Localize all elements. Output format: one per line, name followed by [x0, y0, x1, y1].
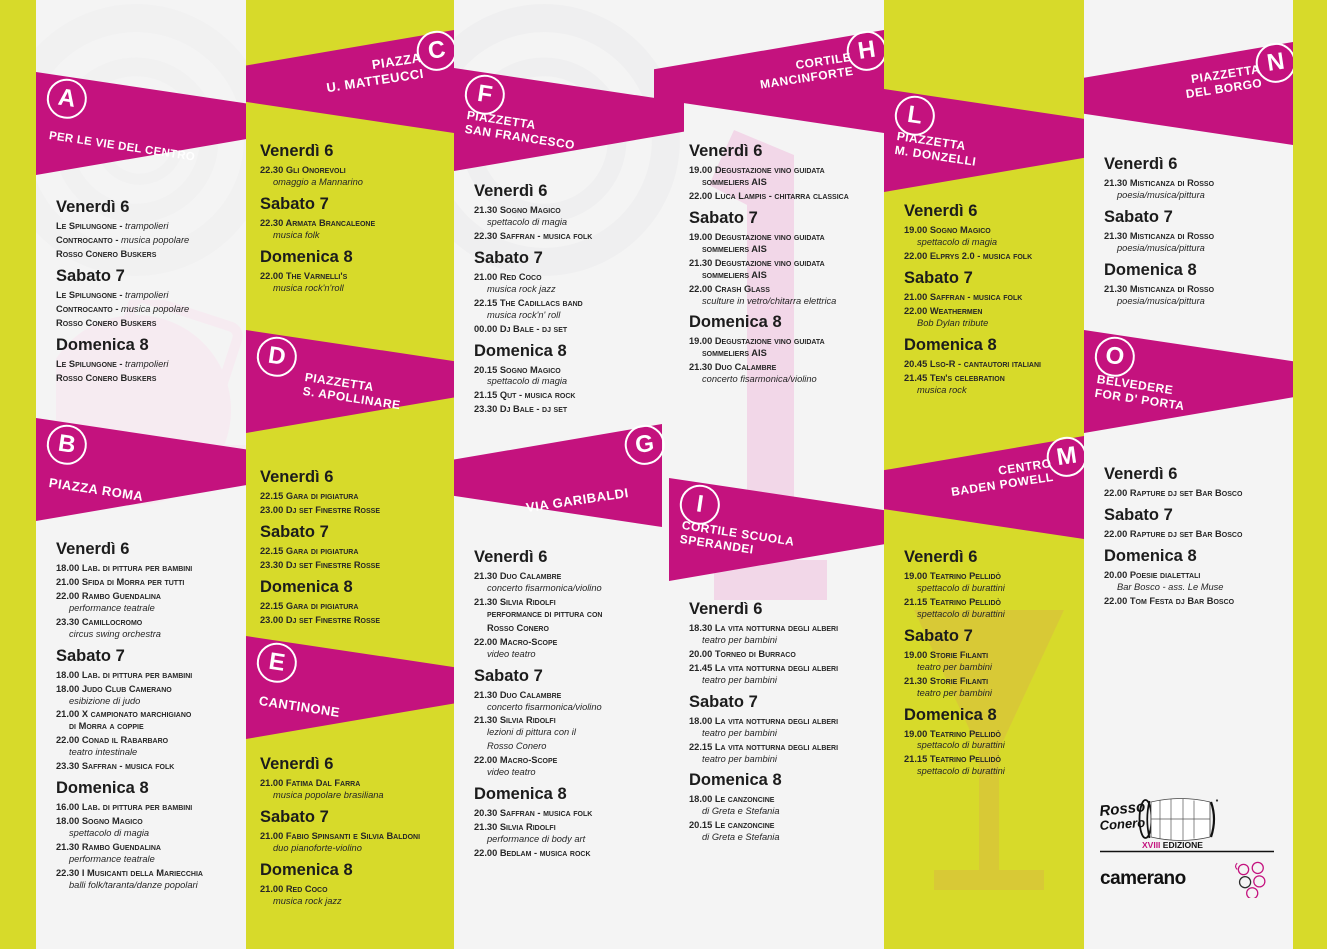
- svg-text:Conero: Conero: [1100, 815, 1146, 833]
- svg-text:XVIII EDIZIONE: XVIII EDIZIONE: [1142, 840, 1203, 850]
